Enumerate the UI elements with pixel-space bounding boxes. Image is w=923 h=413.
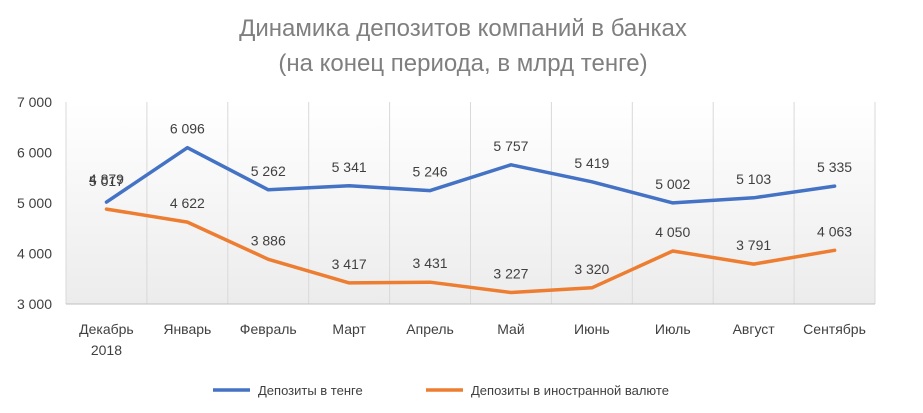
data-label-series-2: 4 063: [817, 223, 852, 239]
legend: Депозиты в тенге Депозиты в иностранной в…: [213, 383, 669, 398]
data-label-series-2: 3 886: [251, 232, 286, 248]
x-tick-label: Апрель: [406, 321, 454, 337]
legend-label-1: Депозиты в тенге: [258, 383, 363, 398]
x-tick-label: Сентябрь: [803, 321, 866, 337]
x-tick-label: Июнь: [574, 321, 610, 337]
x-tick-label: Февраль: [240, 321, 297, 337]
data-label-series-1: 5 103: [736, 171, 771, 187]
chart-title-line-1: Динамика депозитов компаний в банках: [239, 15, 687, 42]
data-label-series-1: 5 757: [493, 138, 528, 154]
x-tick-label: Июль: [655, 321, 691, 337]
y-tick-label: 6 000: [17, 145, 52, 161]
y-tick-label: 4 000: [17, 246, 52, 262]
y-axis-ticks: 3 000 4 000 5 000 6 000 7 000: [17, 94, 52, 312]
series-line-1: [104, 145, 837, 205]
data-labels: 5 017 6 096 5 262 5 341 5 246 5 757 5 419 5 002…: [89, 121, 852, 282]
x-tick-label: Август: [733, 321, 776, 337]
x-tick-label: Май: [497, 321, 524, 337]
y-tick-label: 7 000: [17, 94, 52, 110]
series-lines: [104, 145, 837, 295]
data-label-series-1: 5 017: [89, 173, 124, 189]
chart-title: Динамика депозитов компаний в банках (на…: [239, 15, 687, 77]
data-label-series-2: 4 879: [89, 171, 124, 187]
data-label-series-2: 4 622: [170, 195, 205, 211]
y-tick-label: 5 000: [17, 195, 52, 211]
data-label-series-1: 5 335: [817, 159, 852, 175]
data-label-series-2: 3 431: [413, 255, 448, 271]
data-label-series-2: 3 320: [574, 261, 609, 277]
data-label-series-2: 3 227: [493, 266, 528, 282]
data-label-series-1: 5 246: [413, 164, 448, 180]
data-label-series-2: 4 050: [655, 224, 690, 240]
x-axis-ticks: Декабрь 2018 Январь Февраль Март Апрель Май Июн…: [79, 321, 866, 358]
data-label-series-1: 5 262: [251, 163, 286, 179]
x-tick-label: Декабрь 2018: [79, 321, 134, 358]
x-tick-label: Март: [332, 321, 366, 337]
grid-lines: [65, 102, 876, 305]
y-tick-label: 3 000: [17, 296, 52, 312]
series-line-2: [104, 207, 837, 295]
data-label-series-2: 3 417: [332, 256, 367, 272]
data-label-series-1: 5 341: [332, 159, 367, 175]
data-label-series-1: 6 096: [170, 121, 205, 137]
x-tick-label: Январь: [163, 321, 211, 337]
legend-label-2: Депозиты в иностранной валюте: [471, 383, 669, 398]
data-label-series-2: 3 791: [736, 237, 771, 253]
data-label-series-1: 5 002: [655, 176, 690, 192]
chart-title-line-2: (на конец периода, в млрд тенге): [278, 50, 647, 77]
data-label-series-1: 5 419: [574, 155, 609, 171]
